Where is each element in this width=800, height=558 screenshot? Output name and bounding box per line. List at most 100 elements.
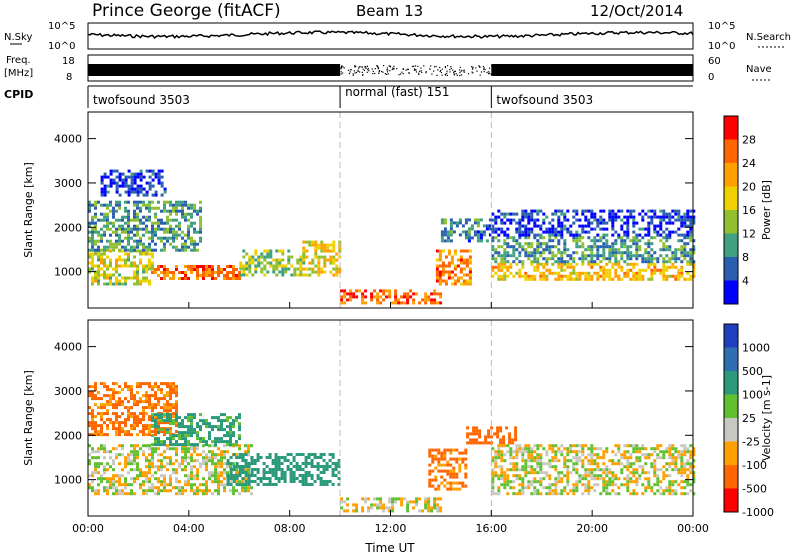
heatmap-cell	[308, 273, 312, 277]
heatmap-cell	[484, 441, 488, 445]
heatmap-cell	[178, 416, 181, 420]
heatmap-cell	[605, 465, 609, 469]
heatmap-cell	[254, 264, 258, 268]
heatmap-cell	[91, 233, 94, 237]
freq-dot	[411, 65, 413, 68]
heatmap-cell	[521, 468, 525, 472]
heatmap-cell	[145, 252, 148, 256]
heatmap-cell	[527, 471, 531, 475]
heatmap-cell	[175, 218, 178, 222]
heatmap-cell	[145, 465, 148, 469]
heatmap-cell	[133, 282, 136, 286]
heatmap-cell	[214, 471, 217, 475]
heatmap-cell	[653, 465, 657, 469]
heatmap-cell	[435, 258, 439, 262]
heatmap-cell	[382, 292, 386, 296]
heatmap-cell	[217, 428, 220, 432]
heatmap-cell	[662, 215, 666, 219]
heatmap-cell	[247, 489, 250, 493]
heatmap-cell	[97, 492, 100, 496]
heatmap-cell	[680, 462, 684, 466]
heatmap-cell	[458, 221, 462, 225]
heatmap-cell	[314, 249, 318, 253]
heatmap-cell	[439, 301, 443, 305]
heatmap-cell	[620, 456, 624, 460]
heatmap-cell	[139, 258, 142, 262]
heatmap-cell	[172, 203, 175, 207]
heatmap-cell	[677, 239, 681, 243]
heatmap-cell	[242, 270, 246, 274]
heatmap-cell	[229, 468, 233, 471]
heatmap-cell	[581, 444, 585, 448]
heatmap-cell	[325, 480, 329, 483]
heatmap-cell	[438, 258, 442, 262]
freq-dot	[360, 66, 362, 68]
heatmap-cell	[187, 440, 190, 444]
heatmap-cell	[406, 500, 410, 504]
heatmap-cell	[277, 468, 281, 471]
heatmap-cell	[632, 215, 636, 219]
heatmap-cell	[145, 203, 148, 207]
heatmap-cell	[163, 227, 166, 231]
heatmap-cell	[611, 471, 615, 475]
heatmap-cell	[458, 469, 462, 473]
heatmap-cell	[142, 270, 145, 274]
heatmap-cell	[527, 277, 531, 281]
heatmap-cell	[148, 385, 151, 389]
heatmap-cell	[626, 271, 630, 275]
heatmap-cell	[581, 450, 585, 454]
heatmap-cell	[539, 271, 543, 275]
heatmap-cell	[581, 453, 585, 457]
heatmap-cell	[638, 477, 642, 481]
heatmap-cell	[560, 224, 564, 228]
heatmap-cell	[151, 227, 154, 231]
heatmap-cell	[187, 277, 190, 280]
heatmap-cell	[337, 471, 341, 474]
heatmap-cell	[572, 233, 576, 237]
heatmap-cell	[352, 292, 356, 296]
heatmap-cell	[545, 450, 549, 454]
heatmap-cell	[151, 419, 154, 423]
heatmap-cell	[620, 218, 624, 222]
heatmap-cell	[166, 230, 169, 234]
heatmap-cell	[533, 233, 537, 237]
heatmap-cell	[175, 468, 178, 472]
heatmap-cell	[242, 264, 246, 268]
heatmap-cell	[112, 412, 115, 416]
heatmap-cell	[478, 441, 482, 445]
heatmap-cell	[464, 466, 468, 470]
heatmap-cell	[130, 230, 133, 234]
heatmap-cell	[263, 255, 267, 259]
heatmap-cell	[304, 456, 308, 459]
heatmap-cell	[184, 453, 187, 457]
heatmap-cell	[475, 441, 479, 445]
heatmap-cell	[97, 267, 100, 271]
heatmap-cell	[172, 406, 175, 410]
heatmap-cell	[181, 209, 184, 213]
heatmap-cell	[184, 203, 187, 207]
heatmap-cell	[487, 432, 491, 436]
heatmap-cell	[319, 483, 323, 486]
heatmap-cell	[238, 444, 241, 448]
heatmap-cell	[452, 469, 456, 473]
heatmap-cell	[118, 206, 121, 210]
heatmap-cell	[166, 385, 169, 389]
heatmap-cell	[518, 450, 522, 454]
heatmap-cell	[272, 267, 276, 271]
heatmap-cell	[109, 227, 112, 231]
heatmap-cell	[314, 243, 318, 247]
heatmap-cell	[578, 277, 582, 281]
heatmap-cell	[214, 416, 217, 420]
heatmap-cell	[545, 268, 549, 272]
heatmap-cell	[638, 245, 642, 249]
heatmap-cell	[563, 212, 567, 216]
freq-dot	[472, 72, 474, 74]
heatmap-cell	[217, 419, 220, 423]
heatmap-cell	[118, 415, 121, 419]
heatmap-cell	[311, 240, 315, 244]
heatmap-cell	[127, 239, 130, 243]
heatmap-cell	[130, 433, 133, 437]
heatmap-cell	[184, 265, 187, 268]
heatmap-cell	[166, 462, 169, 466]
heatmap-cell	[172, 274, 175, 277]
